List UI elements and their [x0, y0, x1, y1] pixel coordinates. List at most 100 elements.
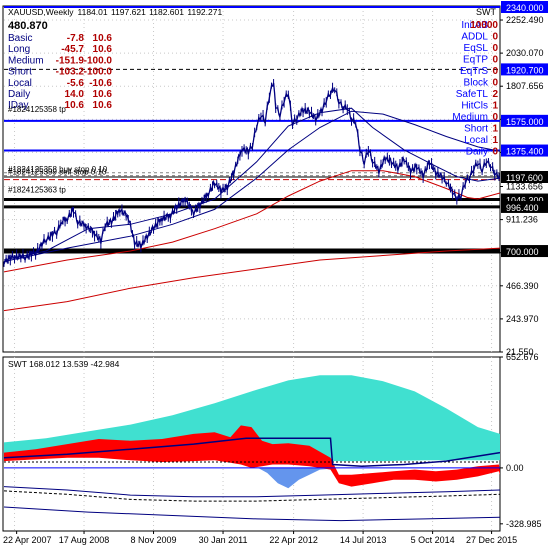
ea-value: 0: [492, 147, 498, 158]
ea-value: 0: [492, 43, 498, 54]
price-badge: [501, 245, 548, 258]
info-value-a: -103.2: [56, 67, 85, 78]
info-value-b: -10.6: [89, 78, 112, 89]
blue-area: [256, 467, 331, 489]
ea-label: Daily: [466, 147, 488, 158]
price-badge-label: 1046.300: [506, 196, 544, 206]
price-line: [3, 82, 501, 265]
info-value-b: 10.6: [93, 100, 113, 111]
info-value-a: -151.9: [56, 55, 85, 66]
ea-name: SWT: [476, 7, 496, 17]
ea-value: 10000: [470, 20, 498, 31]
info-value-b: 10.6: [93, 44, 113, 55]
chart-title-symbol: XAUUSD,Weekly: [8, 7, 74, 17]
info-value-a: -45.7: [61, 44, 84, 55]
red-area: [4, 425, 500, 487]
info-value-b: -100.0: [84, 55, 113, 66]
ea-value: 0: [492, 32, 498, 43]
ea-label: HitCls: [461, 101, 488, 112]
info-label: Daily: [8, 89, 30, 100]
ohlc-value: 1192.271: [187, 7, 222, 17]
y-tick-label: 0.00: [506, 463, 524, 473]
y-tick-label: 2030.070: [506, 48, 544, 58]
ohlc-value: 1182.601: [149, 7, 184, 17]
ea-label: Block: [464, 78, 489, 89]
ohlc-value: 1184.01: [78, 7, 108, 17]
chart-title: XAUUSD,Weekly 1184.01 1197.621 1182.601 1192…: [8, 7, 222, 17]
price-badge: [501, 144, 548, 157]
ma-slow-line: [3, 110, 501, 262]
order-label: #1824125399 sell stop 0.10: [8, 168, 107, 177]
price-badge-label: 996.400: [506, 203, 539, 213]
swt-dashed-line: [3, 490, 501, 502]
x-tick-label: 5 Oct 2014: [411, 535, 455, 545]
ea-label: Medium: [452, 112, 488, 123]
ea-value: 0: [492, 55, 498, 66]
swt-lower-line: [3, 486, 501, 498]
ma-red-line: [3, 170, 501, 273]
x-tick-label: 8 Nov 2009: [131, 535, 177, 545]
y-tick-label: 21.550: [506, 347, 534, 357]
y-tick-label: 911.236: [506, 215, 538, 225]
swt-upper-line: [3, 437, 501, 467]
x-tick-label: 22 Apr 2012: [269, 535, 318, 545]
x-tick-label: 22 Apr 2007: [3, 535, 52, 545]
info-value-a: 14.0: [65, 89, 85, 100]
info-value-b: -100.0: [84, 67, 113, 78]
order-label: #1824125358 buy stop 0.10: [8, 165, 108, 174]
y-tick-label: 652.676: [506, 352, 539, 362]
info-label: Medium: [8, 55, 44, 66]
ea-value: 2: [492, 89, 498, 100]
info-label: Local: [8, 78, 32, 89]
info-label: Long: [8, 44, 30, 55]
ea-label: Short: [464, 124, 488, 135]
info-value-b: 10.6: [93, 89, 113, 100]
ea-label: SafeTL: [456, 89, 489, 100]
info-label: Basic: [8, 33, 32, 44]
ohlc-value: 1197.621: [111, 7, 146, 17]
ea-label: EqSL: [464, 43, 489, 54]
big-value: 480.870: [8, 20, 48, 32]
info-value-a: -5.6: [67, 78, 85, 89]
swt-bottom-line: [3, 506, 501, 522]
ea-value: 0: [492, 112, 498, 123]
price-badge-label: 700.000: [506, 247, 539, 257]
price-badge: [501, 63, 548, 76]
x-tick-label: 17 Aug 2008: [59, 535, 110, 545]
price-badge: [501, 1, 548, 13]
swt-title: SWT 168.012 13.539 -42.984: [8, 359, 120, 369]
price-badge-label: 2340.000: [506, 3, 544, 13]
ea-value: 1: [492, 101, 498, 112]
y-tick-label: 466.390: [506, 281, 539, 291]
y-tick-label: 1133.656: [506, 182, 543, 192]
price-badge-label: 1575.000: [506, 117, 544, 127]
price-badge: [501, 200, 548, 213]
y-tick-label: 2252.490: [506, 15, 544, 25]
info-label: IDay: [8, 100, 29, 111]
ea-label: ADDL: [461, 32, 488, 43]
y-tick-label: -328.985: [506, 519, 542, 529]
order-label: #1824125363 tp: [8, 185, 66, 194]
price-badge-label: 1197.600: [506, 173, 543, 183]
cyan-area: [4, 375, 500, 462]
info-value-a: 10.6: [65, 100, 85, 111]
info-label: Short: [8, 67, 32, 78]
y-tick-label: 243.970: [506, 314, 539, 324]
ma-red-lower-line: [3, 247, 501, 312]
ea-label: EqTP: [463, 55, 488, 66]
ea-value: 1: [492, 135, 498, 146]
swt-panel: SWT 168.012 13.539 -42.984 652.676 0.00 -32…: [2, 352, 542, 532]
x-tick-label: 14 Jul 2013: [340, 535, 387, 545]
info-value-a: -7.8: [67, 33, 85, 44]
ea-label: InitAB: [461, 20, 488, 31]
info-value-b: 10.6: [93, 33, 113, 44]
x-tick-label: 30 Jan 2011: [199, 535, 248, 545]
ea-label: EqTrS: [460, 66, 488, 77]
order-label: #1824125358 tp: [8, 105, 66, 114]
price-badge: [501, 114, 548, 127]
main-frame: [2, 5, 501, 353]
ea-label: Local: [464, 135, 488, 146]
x-tick-label: 27 Dec 2015: [466, 535, 517, 545]
